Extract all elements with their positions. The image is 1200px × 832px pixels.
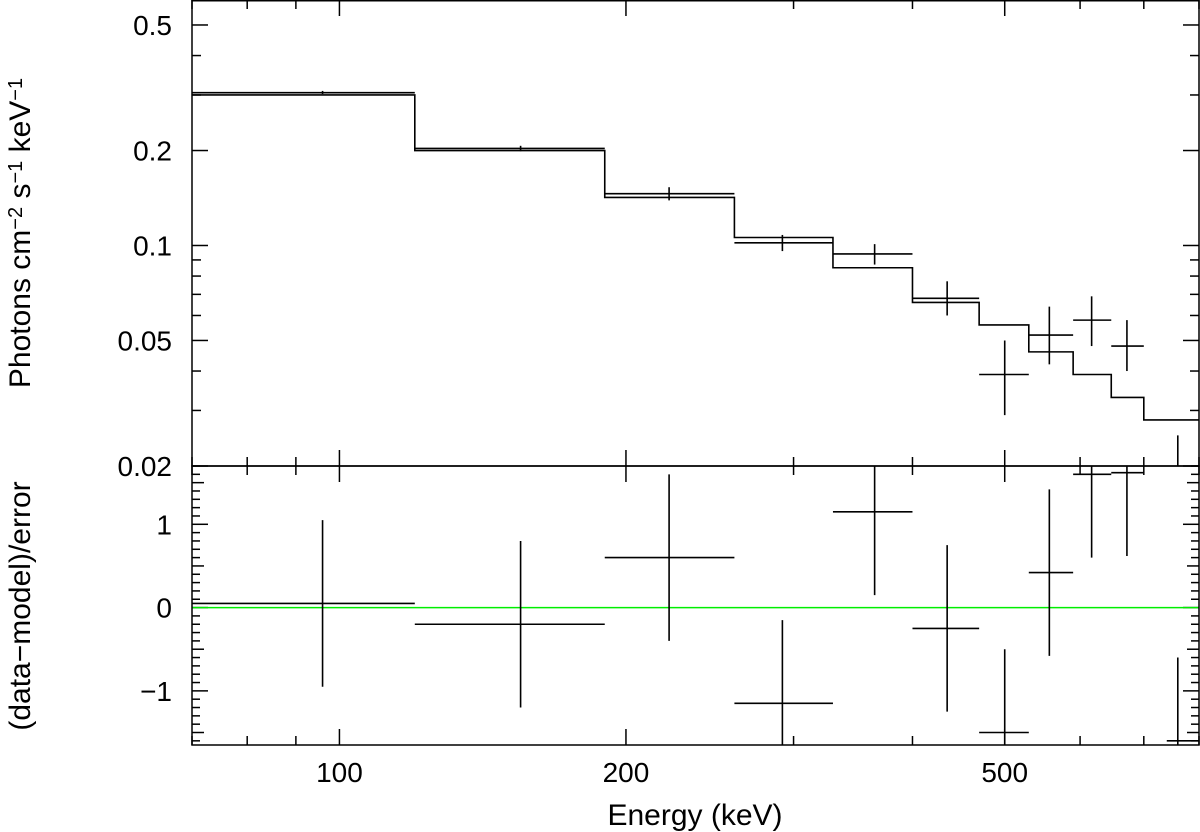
- data-point: [1176, 435, 1179, 466]
- y-tick-label: 0.5: [133, 10, 172, 41]
- data-point: [414, 145, 605, 152]
- ylabel-unit: Photons cm: [4, 230, 37, 388]
- ylabel-exponent: −1: [5, 161, 27, 184]
- ylabel-unit: keV: [4, 101, 37, 161]
- spectrum-data: [192, 90, 1199, 466]
- x-tick-label: 100: [316, 757, 363, 788]
- y-tick-label: 0.1: [133, 230, 172, 261]
- residual-point: [979, 649, 1029, 745]
- data-point: [1028, 306, 1074, 365]
- spectrum-panel: 0.02 0.05 0.1 0.2 0.5: [118, 0, 1200, 482]
- data-point: [604, 187, 735, 201]
- x-tick-label: 200: [603, 757, 650, 788]
- residual-major-ticks: [192, 466, 1199, 745]
- residual-point: [832, 466, 913, 596]
- y-tick-label: −1: [140, 676, 172, 707]
- y-tick-label: 0.05: [118, 325, 173, 356]
- x-tick-labels: 100 200 500: [316, 757, 1028, 788]
- residual-point: [734, 620, 833, 745]
- spectrum-frame: [191, 0, 1200, 467]
- data-point: [1111, 320, 1144, 372]
- y-tick-label: 1: [156, 509, 172, 540]
- residual-data: [192, 466, 1199, 745]
- spectrum-major-ticks: [192, 0, 1199, 467]
- residual-point: [1073, 466, 1112, 558]
- residual-point: [604, 474, 735, 641]
- data-point: [1073, 296, 1112, 347]
- y-tick-label: 0.2: [133, 136, 172, 167]
- spectrum-y-tick-labels: 0.02 0.05 0.1 0.2 0.5: [118, 10, 173, 482]
- y-tick-label: 0.02: [118, 451, 173, 482]
- residual-point: [1111, 466, 1144, 556]
- ylabel-unit: s: [4, 184, 37, 207]
- data-point: [912, 281, 980, 316]
- residual-panel: −1 0 1 100 200 500: [140, 465, 1200, 788]
- residual-minor-ticks: [191, 465, 1200, 745]
- spectrum-y-axis-title: Photons cm−2 s−1 keV−1: [4, 78, 37, 388]
- x-tick-label: 500: [981, 757, 1028, 788]
- data-point: [192, 90, 415, 95]
- residual-point: [1028, 489, 1074, 656]
- residual-point: [192, 520, 415, 687]
- ylabel-exponent: −2: [5, 207, 27, 230]
- spectrum-minor-ticks: [191, 0, 1200, 466]
- data-point: [979, 340, 1029, 416]
- y-tick-label: 0: [156, 593, 172, 624]
- residual-point: [1166, 657, 1199, 745]
- residual-y-axis-title: (data−model)/error: [4, 481, 37, 730]
- residual-y-tick-labels: −1 0 1: [140, 509, 172, 707]
- residual-frame: [191, 465, 1200, 746]
- model-step-line: [192, 94, 1199, 421]
- residual-point: [912, 545, 980, 712]
- data-point: [832, 244, 913, 265]
- residual-point: [414, 540, 605, 708]
- x-axis-title: Energy (keV): [607, 799, 782, 832]
- ylabel-exponent: −1: [5, 78, 27, 101]
- data-point: [734, 234, 833, 252]
